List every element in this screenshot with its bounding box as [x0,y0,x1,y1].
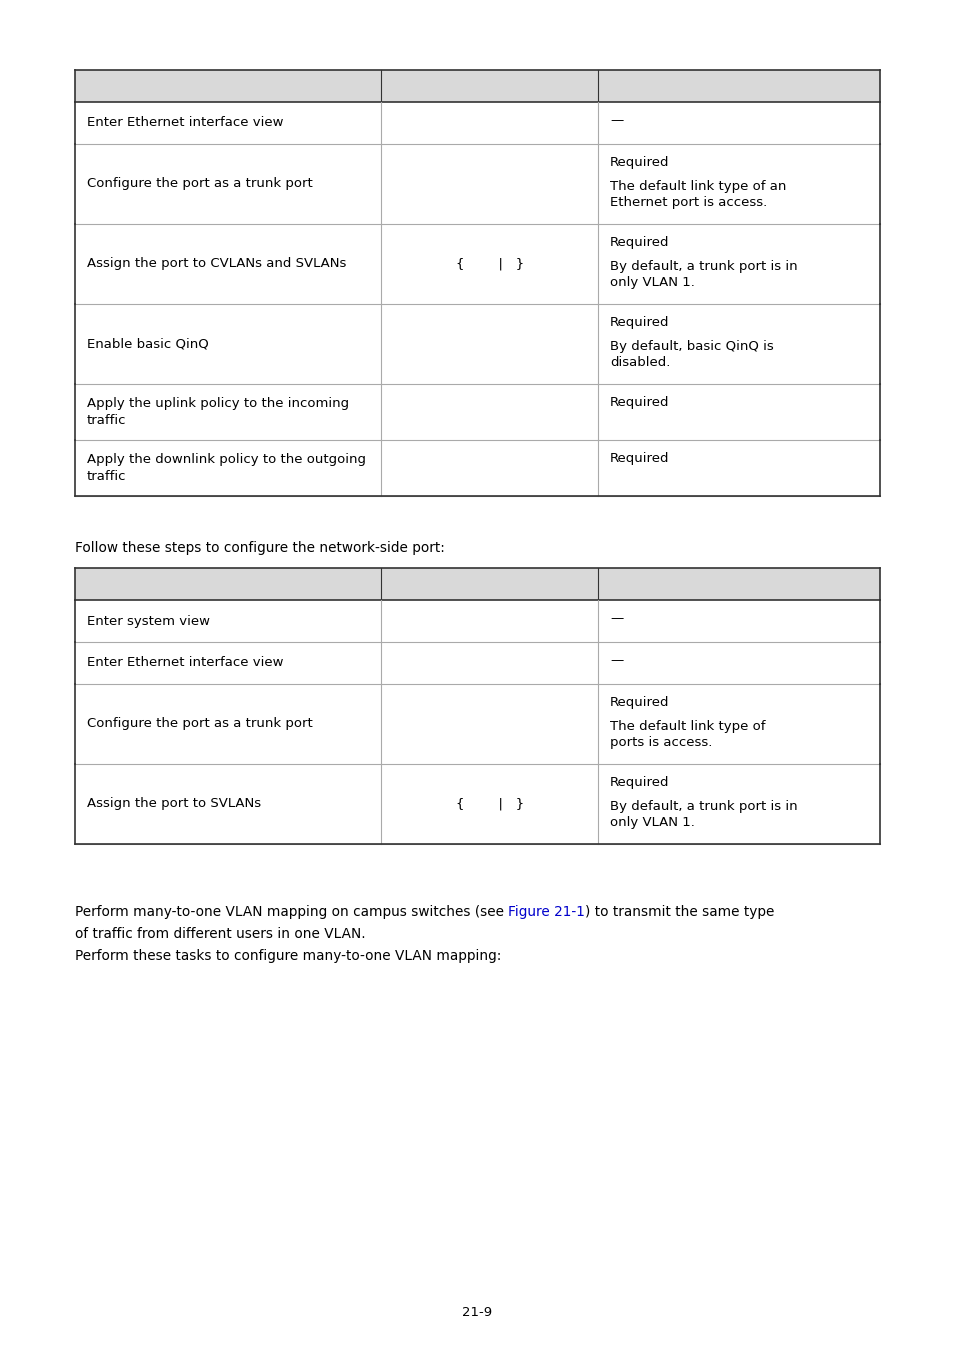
Text: The default link type of: The default link type of [610,720,765,733]
Text: Figure 21-1: Figure 21-1 [508,904,584,919]
Text: By default, a trunk port is in: By default, a trunk port is in [610,801,797,813]
Text: Assign the port to CVLANs and SVLANs: Assign the port to CVLANs and SVLANs [87,258,346,270]
Text: Apply the uplink policy to the incoming: Apply the uplink policy to the incoming [87,397,349,410]
Bar [75,764,879,844]
Text: traffic: traffic [87,413,127,427]
Text: 21-9: 21-9 [461,1305,492,1319]
Text: traffic: traffic [87,470,127,482]
Bar [75,70,879,103]
Text: —: — [610,612,623,625]
Text: Enter Ethernet interface view: Enter Ethernet interface view [87,116,283,130]
Bar [75,643,879,684]
Text: {        |   }: { | } [455,258,523,270]
Text: {        |   }: { | } [455,798,523,810]
Text: Enter Ethernet interface view: Enter Ethernet interface view [87,656,283,670]
Text: —: — [610,113,623,127]
Bar [75,224,879,304]
Text: Required: Required [610,316,669,329]
Text: Required: Required [610,236,669,248]
Text: Required: Required [610,452,669,464]
Bar [75,684,879,764]
Text: Configure the port as a trunk port: Configure the port as a trunk port [87,717,313,730]
Text: Follow these steps to configure the network-side port:: Follow these steps to configure the netw… [75,541,444,555]
Text: The default link type of an: The default link type of an [610,180,786,193]
Text: ) to transmit the same type: ) to transmit the same type [584,904,774,919]
Text: Required: Required [610,157,669,169]
Bar [75,599,879,643]
Text: Configure the port as a trunk port: Configure the port as a trunk port [87,177,313,190]
Text: Ethernet port is access.: Ethernet port is access. [610,196,767,209]
Text: Required: Required [610,697,669,709]
Text: By default, a trunk port is in: By default, a trunk port is in [610,261,797,273]
Text: —: — [610,653,623,667]
Text: Required: Required [610,776,669,788]
Text: Perform these tasks to configure many-to-one VLAN mapping:: Perform these tasks to configure many-to… [75,949,501,963]
Text: Assign the port to SVLANs: Assign the port to SVLANs [87,798,261,810]
Bar [75,103,879,144]
Text: Enable basic QinQ: Enable basic QinQ [87,338,209,351]
Text: of traffic from different users in one VLAN.: of traffic from different users in one V… [75,927,365,941]
Text: Enter system view: Enter system view [87,614,210,628]
Text: only VLAN 1.: only VLAN 1. [610,275,695,289]
Bar [75,440,879,495]
Text: By default, basic QinQ is: By default, basic QinQ is [610,340,773,352]
Text: Perform many-to-one VLAN mapping on campus switches (see: Perform many-to-one VLAN mapping on camp… [75,904,508,919]
Text: disabled.: disabled. [610,356,670,369]
Bar [75,144,879,224]
Bar [75,304,879,383]
Bar [75,568,879,599]
Text: only VLAN 1.: only VLAN 1. [610,815,695,829]
Text: Required: Required [610,396,669,409]
Bar [75,383,879,440]
Text: ports is access.: ports is access. [610,736,712,749]
Text: Apply the downlink policy to the outgoing: Apply the downlink policy to the outgoin… [87,454,366,467]
